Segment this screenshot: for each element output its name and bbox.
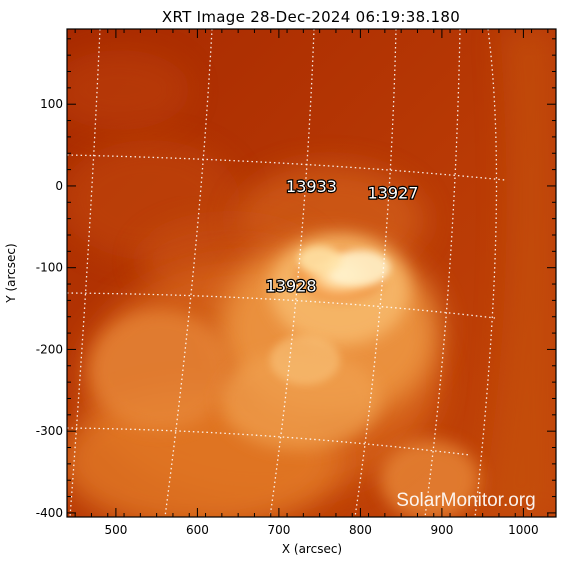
x-tick-label: 900 — [430, 523, 453, 537]
x-tick-label: 600 — [186, 523, 209, 537]
heliographic-grid — [67, 29, 506, 517]
x-tick-label: 1000 — [508, 523, 539, 537]
active-region-label: 13933 — [286, 177, 337, 196]
plot-title: XRT Image 28-Dec-2024 06:19:38.180 — [162, 8, 460, 26]
active-region-label: 13927 — [368, 183, 419, 202]
watermark: SolarMonitor.org — [396, 490, 535, 511]
y-tick-label: -200 — [36, 342, 63, 356]
y-tick-label: -400 — [36, 506, 63, 520]
x-axis-title: X (arcsec) — [282, 542, 342, 556]
solar-image — [67, 29, 556, 517]
active-region-label: 13928 — [266, 277, 317, 296]
y-tick-label: -300 — [36, 424, 63, 438]
active-region-labels: 13933 13927 13928 — [264, 176, 419, 297]
plot-frame — [66, 28, 557, 518]
y-tick-label: -100 — [36, 261, 63, 275]
y-tick-label: 100 — [40, 97, 63, 111]
x-tick-label: 700 — [267, 523, 290, 537]
y-axis-title: Y (arcsec) — [4, 243, 18, 303]
y-tick-label: 0 — [55, 179, 63, 193]
x-tick-label: 500 — [104, 523, 127, 537]
x-axis: 500 600 700 800 900 1000 — [74, 29, 549, 537]
y-axis: 100 0 -100 -200 -300 -400 — [36, 38, 556, 520]
x-tick-label: 800 — [349, 523, 372, 537]
